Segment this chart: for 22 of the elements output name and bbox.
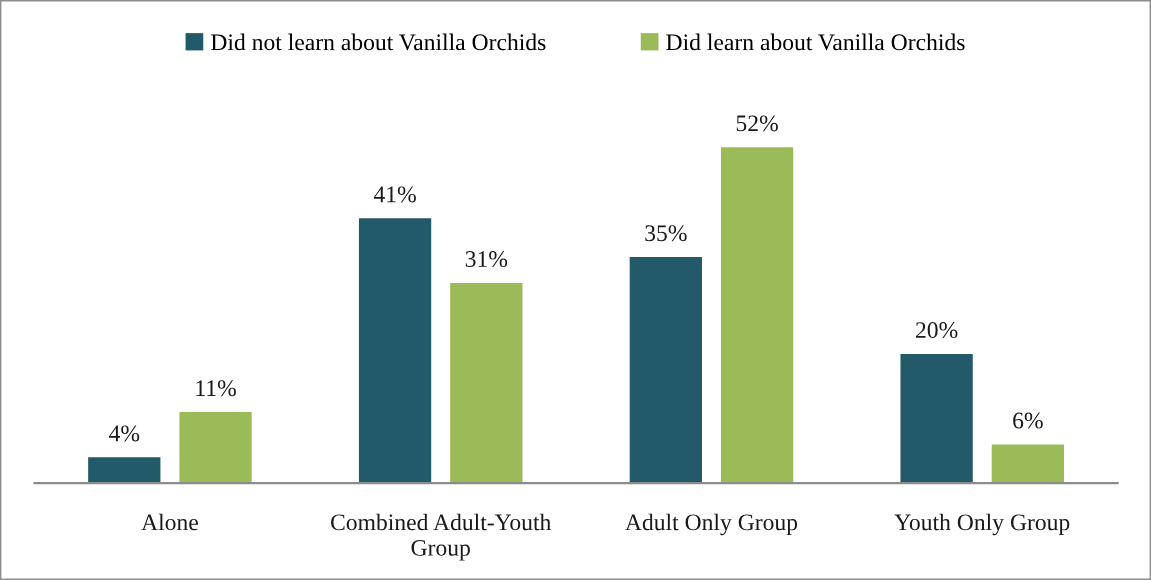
data-label: 31% [465, 251, 508, 268]
bar [629, 257, 702, 484]
x-tick-label: Adult Only Group [625, 513, 798, 536]
bar [179, 412, 252, 484]
bar [720, 147, 794, 484]
x-tick-label: Youth Only Group [894, 513, 1070, 536]
data-label: 52% [736, 115, 778, 132]
x-tick-label: Combined Adult-Youth Group [331, 513, 552, 561]
data-label: 20% [916, 322, 958, 339]
legend-label: Did not learn about Vanilla Orchids [211, 33, 546, 51]
data-label: 35% [645, 225, 687, 242]
data-label: 6% [1013, 412, 1043, 429]
legend-label: Did learn about Vanilla Orchids [666, 33, 965, 51]
bar [900, 353, 973, 484]
bar [991, 444, 1065, 484]
data-label: 11% [196, 380, 236, 397]
data-label: 41% [373, 186, 416, 203]
bar [358, 218, 432, 484]
x-tick-label: Alone [141, 513, 198, 531]
bar [450, 282, 523, 484]
bar [88, 457, 161, 484]
data-label: 4% [109, 425, 140, 442]
